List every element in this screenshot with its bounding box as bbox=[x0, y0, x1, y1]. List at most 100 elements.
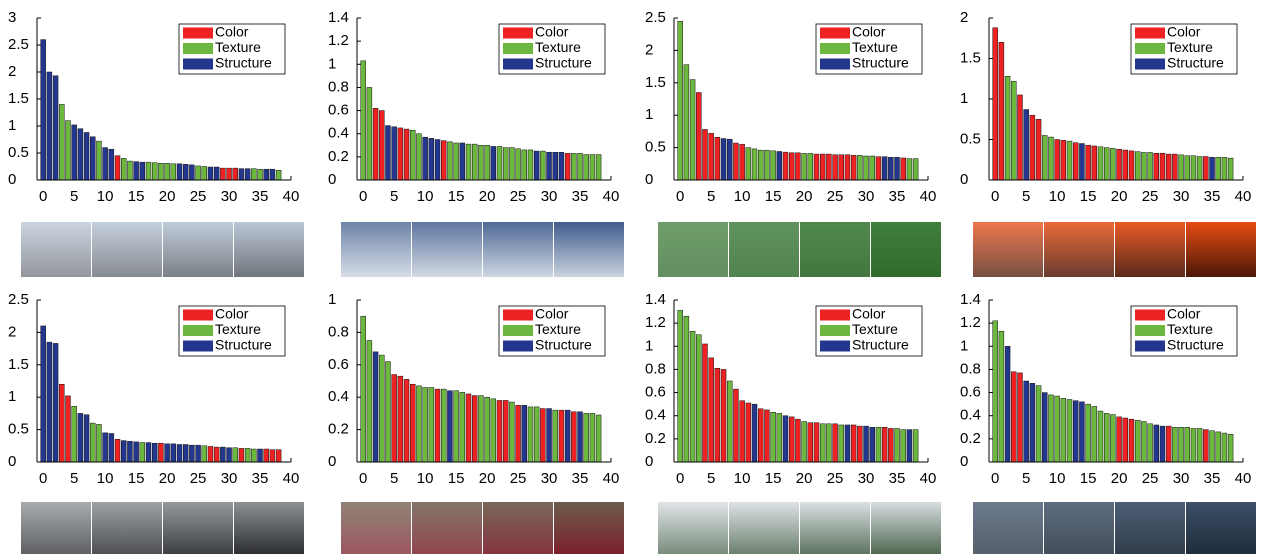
bar bbox=[783, 152, 788, 180]
bar bbox=[1011, 372, 1016, 462]
bar bbox=[1148, 152, 1153, 180]
bar bbox=[503, 400, 508, 462]
bar bbox=[1110, 148, 1115, 180]
bar bbox=[466, 394, 471, 462]
thumbnail bbox=[163, 222, 233, 277]
bar bbox=[696, 93, 701, 180]
bar bbox=[1036, 386, 1041, 462]
bar bbox=[584, 413, 589, 462]
bar bbox=[435, 389, 440, 462]
bar bbox=[740, 144, 745, 180]
bar bbox=[251, 449, 256, 462]
bar bbox=[460, 392, 465, 462]
bar bbox=[245, 448, 250, 462]
bar bbox=[727, 139, 732, 180]
x-tick-label: 25 bbox=[190, 188, 207, 205]
bar bbox=[895, 157, 900, 180]
y-tick-label: 2.5 bbox=[8, 291, 29, 308]
bar bbox=[999, 331, 1004, 462]
bar bbox=[78, 129, 83, 180]
bar bbox=[814, 154, 819, 180]
bar bbox=[472, 144, 477, 180]
bar bbox=[140, 443, 145, 462]
x-tick-label: 15 bbox=[128, 470, 145, 487]
y-tick-label: 0 bbox=[645, 453, 653, 470]
x-tick-label: 10 bbox=[417, 470, 434, 487]
x-tick-label: 5 bbox=[1022, 470, 1030, 487]
bar bbox=[429, 138, 434, 180]
x-tick-label: 30 bbox=[221, 470, 238, 487]
bar bbox=[1129, 419, 1134, 462]
thumbnail bbox=[341, 222, 411, 277]
x-tick-label: 5 bbox=[390, 188, 398, 205]
legend-label: Texture bbox=[1167, 321, 1213, 337]
bar bbox=[1141, 422, 1146, 463]
bar bbox=[245, 169, 250, 180]
bar bbox=[239, 448, 244, 462]
thumbnail bbox=[871, 222, 941, 277]
bar bbox=[109, 433, 114, 462]
x-tick-label: 30 bbox=[858, 188, 875, 205]
legend-swatch bbox=[820, 43, 850, 54]
legend-swatch bbox=[1135, 59, 1165, 70]
bar bbox=[478, 396, 483, 462]
legend-label: Color bbox=[535, 306, 569, 322]
bar bbox=[491, 399, 496, 462]
bar bbox=[1061, 140, 1066, 180]
x-tick-label: 40 bbox=[920, 470, 937, 487]
x-tick-label: 20 bbox=[796, 188, 813, 205]
bar bbox=[596, 415, 601, 462]
y-tick-label: 0.5 bbox=[8, 144, 29, 161]
bar bbox=[702, 344, 707, 462]
legend-label: Texture bbox=[852, 321, 898, 337]
bar bbox=[528, 150, 533, 180]
legend-label: Color bbox=[535, 24, 569, 40]
bar bbox=[233, 448, 238, 462]
bar bbox=[373, 108, 378, 180]
bar bbox=[845, 425, 850, 462]
bar bbox=[146, 443, 151, 462]
legend-swatch bbox=[1135, 310, 1165, 321]
bar bbox=[876, 157, 881, 180]
x-tick-label: 10 bbox=[734, 188, 751, 205]
thumbnail bbox=[1115, 222, 1185, 277]
x-tick-label: 35 bbox=[252, 188, 269, 205]
bar bbox=[208, 167, 213, 180]
legend-swatch bbox=[1135, 43, 1165, 54]
bar bbox=[121, 441, 126, 462]
bar bbox=[1104, 148, 1109, 180]
bar bbox=[1222, 433, 1227, 462]
bar bbox=[447, 391, 452, 462]
bar bbox=[454, 143, 459, 180]
bar bbox=[864, 156, 869, 180]
bar bbox=[727, 381, 732, 462]
bar bbox=[789, 417, 794, 462]
bar bbox=[553, 152, 558, 180]
bar bbox=[907, 430, 912, 462]
x-tick-label: 15 bbox=[765, 188, 782, 205]
bar bbox=[158, 163, 163, 180]
bar bbox=[171, 444, 176, 462]
bar bbox=[41, 326, 46, 462]
bar bbox=[709, 133, 714, 180]
bar bbox=[553, 410, 558, 462]
legend-label: Color bbox=[852, 24, 886, 40]
bar bbox=[1079, 402, 1084, 462]
bar bbox=[1098, 411, 1103, 462]
bar bbox=[1228, 434, 1233, 462]
thumbnail bbox=[21, 222, 91, 277]
bar bbox=[423, 137, 428, 180]
bar bbox=[276, 170, 281, 180]
legend-label: Structure bbox=[1167, 55, 1224, 71]
bar bbox=[1135, 420, 1140, 462]
legend-swatch bbox=[820, 59, 850, 70]
x-tick-label: 5 bbox=[707, 188, 715, 205]
bar bbox=[152, 443, 157, 462]
bar bbox=[802, 422, 807, 463]
bar bbox=[678, 21, 683, 180]
y-tick-label: 1.5 bbox=[8, 90, 29, 107]
bar bbox=[189, 445, 194, 462]
bar bbox=[466, 144, 471, 180]
